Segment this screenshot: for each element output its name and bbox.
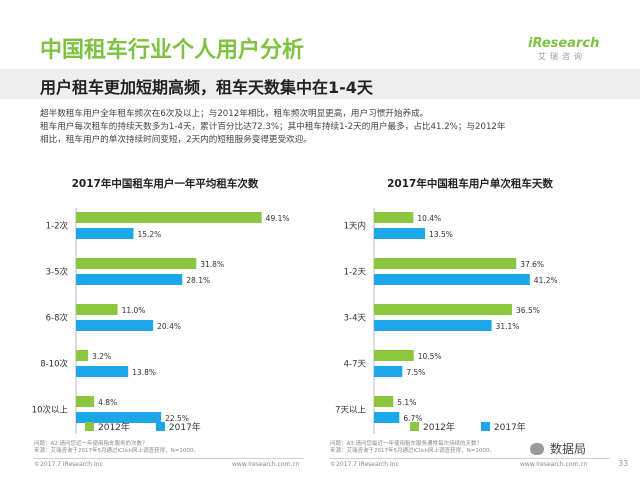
bar-2017年 [374,274,530,285]
bar-2012年 [76,258,197,269]
category-label: 4-7天 [344,360,367,370]
data-label: 10.4% [417,214,441,223]
right-footer-line [330,458,610,459]
category-label: 3-5次 [46,267,69,278]
footer-url-left: www.iresearch.com.cn [232,461,300,468]
legend-swatch-2017 [155,422,165,431]
data-label: 11.0% [122,306,146,315]
data-label: 7.5% [406,368,425,377]
legend-swatch-2012 [410,422,419,431]
bar-2012年 [374,212,414,223]
watermark: 数据局 [530,440,586,457]
footer-url-right: www.iresearch.com.cn [520,461,588,468]
category-label: 8-10次 [40,359,68,370]
category-label: 1-2天 [344,268,367,278]
bar-2017年 [374,366,403,377]
right-chart-title: 2017年中国租车用户单次租车天数 [387,178,553,190]
category-label: 6-8次 [46,313,69,324]
data-label: 13.5% [429,230,453,239]
bar-2017年 [374,412,400,423]
bar-2012年 [374,258,517,269]
data-label: 3.2% [92,352,111,361]
footer-copyright-right: ©2017.7 iResearch Inc [330,461,399,468]
page-subtitle: 用户租车更加短期高频，租车天数集中在1-4天 [40,78,373,97]
left-bar-chart: 1-2次 49.1% 15.2% 3-5次 31.8% 28.1% 6-8次 11.0% 20.… [32,208,290,434]
legend-label-2017: 2017年 [493,423,526,433]
bar-2012年 [374,396,394,407]
bar-2012年 [76,396,95,407]
left-legend: 2012年 2017年 [85,420,227,433]
legend-swatch-2012 [85,422,94,431]
legend-label-2012: 2012年 [98,423,130,433]
left-source: 来源：艾瑞咨询于2017年5月通过iClick网上调查获得，N=1000。 [34,448,199,454]
bar-2012年 [76,304,118,315]
bar-2017年 [76,320,154,331]
logo-text: iResearch [528,36,600,51]
summary-line-1: 超半数租车用户全年租车频次在6次及以上；与2012年相比，租车频次明显更高，用户… [40,109,429,119]
iresearch-logo: iResearch 艾瑞咨询 [528,36,608,62]
data-label: 37.6% [520,260,544,269]
bar-2017年 [76,412,162,423]
left-question: 问题：A2.请问您近一年使用租车服务的次数？ [34,441,148,447]
right-question: 问题：A3.请问您最近一年使用租车服务通常每次持续的天数？ [330,441,483,447]
logo-subtext: 艾瑞咨询 [538,52,586,61]
data-label: 5.1% [397,398,416,407]
bar-2017年 [76,274,183,285]
data-label: 28.1% [186,276,210,285]
data-label: 22.5% [165,414,189,423]
subtitle-bar [0,69,640,99]
bar-2012年 [76,350,89,361]
data-label: 31.1% [496,322,520,331]
right-source: 来源：艾瑞咨询于2017年5月通过iClick网上调查获得，N=1000。 [330,448,495,454]
page-title: 中国租车行业个人用户分析 [40,38,305,63]
bar-2012年 [76,212,262,223]
page-number: 33 [618,459,629,468]
bar-2017年 [76,366,129,377]
data-label: 15.2% [137,230,161,239]
right-bar-chart: 1天内 10.4% 13.5% 1-2天 37.6% 41.2% 3-4天 36.5% 31.1… [335,208,558,434]
category-label: 1天内 [344,221,366,232]
data-label: 13.8% [132,368,156,377]
data-label: 20.4% [157,322,181,331]
footer-copyright-left: ©2017.7 iResearch Inc [34,461,103,468]
legend-swatch-2017 [480,422,490,431]
right-source-note: 问题：A3.请问您最近一年使用租车服务通常每次持续的天数？ 来源：艾瑞咨询于20… [330,441,495,455]
legend-label-2017: 2017年 [168,423,201,433]
category-label: 3-4天 [344,314,367,324]
data-label: 4.8% [98,398,117,407]
data-label: 31.8% [200,260,224,269]
category-label: 1-2次 [46,221,69,232]
summary-line-2: 租车用户每次租车的持续天数多为1-4天，累计百分比达72.3%；其中租车持续1-… [40,122,506,132]
data-label: 6.7% [403,414,422,423]
watermark-text: 数据局 [550,442,587,456]
data-label: 10.5% [418,352,442,361]
left-chart-title: 2017年中国租车用户一年平均租车次数 [71,178,259,190]
bar-2012年 [374,350,414,361]
category-label: 7天以上 [335,406,366,416]
left-footer-line [34,458,304,459]
data-label: 41.2% [534,276,558,285]
legend-label-2012: 2012年 [423,423,455,433]
summary-line-3: 相比，租车用户的单次持续时间变短，2天内的短租服务变得更受欢迎。 [40,135,312,145]
bar-2017年 [76,228,134,239]
bar-2017年 [374,320,492,331]
bar-2012年 [374,304,513,315]
data-label: 49.1% [266,214,290,223]
summary-text: 超半数租车用户全年租车频次在6次及以上；与2012年相比，租车频次明显更高，用户… [40,108,600,147]
left-source-note: 问题：A2.请问您近一年使用租车服务的次数？ 来源：艾瑞咨询于2017年5月通过… [34,441,199,455]
bar-2017年 [374,228,426,239]
category-label: 10次以上 [32,405,69,416]
wechat-icon [530,442,544,455]
data-label: 36.5% [516,306,540,315]
right-legend: 2012年 2017年 [410,420,552,433]
